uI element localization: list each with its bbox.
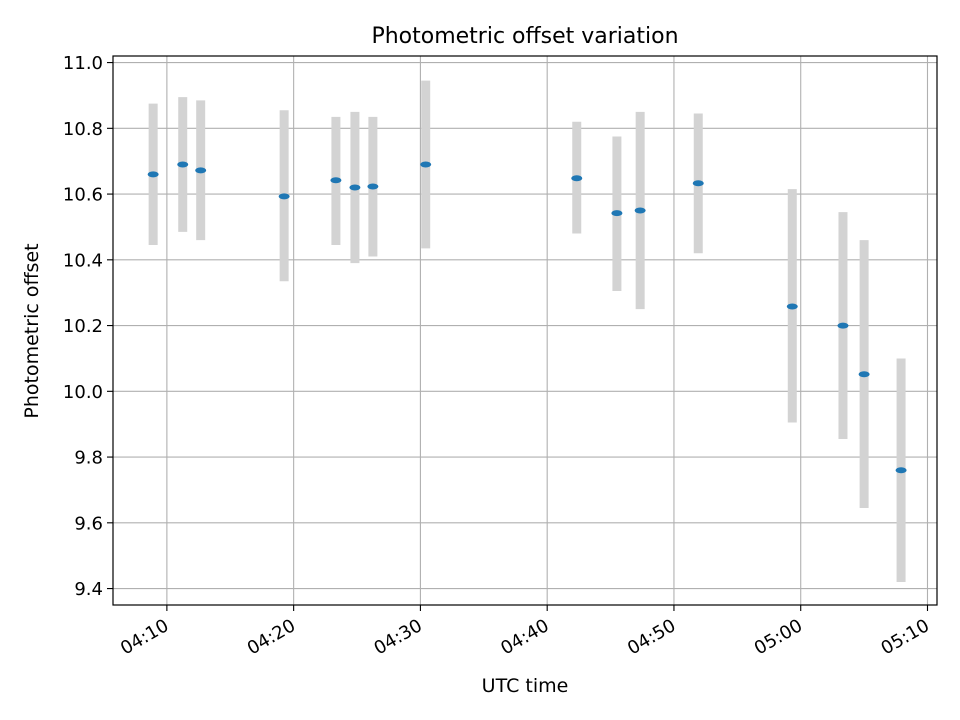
- data-point: [278, 193, 290, 200]
- y-tick-label: 9.8: [74, 448, 103, 469]
- data-point: [147, 171, 159, 178]
- data-point: [895, 467, 907, 474]
- data-point: [571, 175, 583, 182]
- data-point: [367, 183, 379, 190]
- y-tick-label: 10.8: [63, 119, 103, 140]
- data-point: [349, 184, 361, 191]
- x-tick-label: 04:30: [370, 615, 425, 659]
- data-point: [858, 371, 870, 378]
- x-tick-label: 04:10: [117, 615, 172, 659]
- plot-frame: [112, 55, 938, 606]
- data-point: [330, 177, 342, 184]
- y-tick-label: 11.0: [63, 53, 103, 74]
- y-tick-label: 10.6: [63, 185, 103, 206]
- data-point: [786, 303, 798, 310]
- x-axis-label: UTC time: [482, 675, 569, 697]
- y-tick-label: 9.6: [74, 513, 103, 534]
- data-point: [837, 322, 849, 329]
- x-tick-label: 04:40: [497, 615, 552, 659]
- y-tick-label: 10.2: [63, 316, 103, 337]
- chart-title: Photometric offset variation: [371, 24, 678, 49]
- x-axis-ticks: 04:10 04:20 04:30 04:40 04:50 05:00 05:10: [117, 605, 933, 659]
- grid: [113, 56, 937, 605]
- x-tick-label: 05:00: [751, 615, 806, 659]
- y-axis-label: Photometric offset: [21, 243, 43, 418]
- x-tick-label: 04:50: [624, 615, 679, 659]
- x-tick-label: 05:10: [878, 615, 933, 659]
- x-tick-label: 04:20: [244, 615, 299, 659]
- data-point: [420, 161, 432, 168]
- y-axis-ticks: 9.4 9.6 9.8 10.0 10.2 10.4 10.6 10.8 11.0: [63, 53, 113, 600]
- data-point: [634, 207, 646, 214]
- y-tick-label: 10.4: [63, 250, 103, 271]
- y-tick-label: 9.4: [74, 579, 103, 600]
- error-bars: [148, 80, 906, 582]
- data-point: [195, 167, 207, 174]
- data-point: [177, 161, 189, 168]
- data-points: [147, 161, 907, 474]
- data-point: [692, 180, 704, 187]
- y-tick-label: 10.0: [63, 382, 103, 403]
- data-point: [611, 210, 623, 217]
